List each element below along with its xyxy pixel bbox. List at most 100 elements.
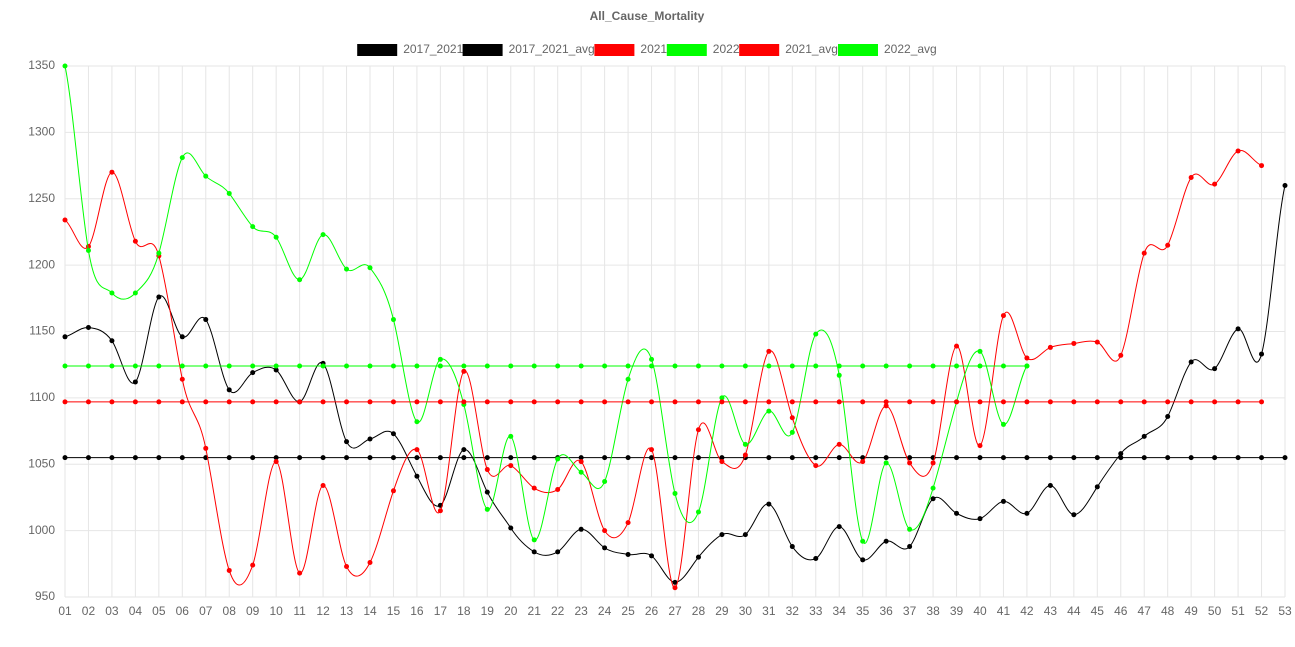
data-point xyxy=(883,455,889,461)
data-point xyxy=(907,460,913,466)
data-point xyxy=(860,459,866,465)
data-point xyxy=(461,363,467,369)
data-point xyxy=(977,443,983,449)
legend-label: 2017_2021 xyxy=(403,42,463,56)
data-point xyxy=(273,399,279,405)
data-point xyxy=(649,447,655,453)
legend-swatch xyxy=(357,44,398,56)
data-point xyxy=(85,325,91,331)
data-point xyxy=(62,334,68,340)
data-point xyxy=(297,570,303,576)
data-point xyxy=(695,427,701,433)
data-point xyxy=(461,455,467,461)
data-point xyxy=(1094,399,1100,405)
x-tick-label: 53 xyxy=(1278,604,1292,618)
data-point xyxy=(602,528,608,534)
data-point xyxy=(1212,455,1218,461)
x-tick-label: 24 xyxy=(598,604,612,618)
x-tick-label: 14 xyxy=(363,604,377,618)
data-point xyxy=(390,399,396,405)
data-point xyxy=(1235,326,1241,332)
data-point xyxy=(1259,163,1265,169)
x-tick-label: 45 xyxy=(1091,604,1105,618)
data-point xyxy=(1188,455,1194,461)
y-tick-label: 950 xyxy=(35,589,55,603)
data-point xyxy=(367,363,373,369)
data-point xyxy=(250,224,256,230)
x-tick-label: 05 xyxy=(152,604,166,618)
data-point xyxy=(742,532,748,538)
data-point xyxy=(1282,182,1288,188)
legend-label: 2021_avg xyxy=(785,42,838,56)
data-point xyxy=(789,399,795,405)
data-point xyxy=(1188,399,1194,405)
data-point xyxy=(273,367,279,373)
data-point xyxy=(531,537,537,543)
data-point xyxy=(1000,498,1006,504)
data-point xyxy=(132,363,138,369)
x-tick-label: 30 xyxy=(739,604,753,618)
data-point xyxy=(1165,399,1171,405)
data-point xyxy=(625,399,631,405)
x-tick-label: 40 xyxy=(973,604,987,618)
x-tick-label: 15 xyxy=(387,604,401,618)
data-point xyxy=(437,363,443,369)
data-point xyxy=(766,455,772,461)
data-point xyxy=(1000,313,1006,319)
x-tick-label: 38 xyxy=(926,604,940,618)
data-point xyxy=(1047,399,1053,405)
data-point xyxy=(719,459,725,465)
data-point xyxy=(1141,433,1147,439)
x-tick-label: 07 xyxy=(199,604,213,618)
data-point xyxy=(156,294,162,300)
data-point xyxy=(1118,451,1124,457)
data-point xyxy=(484,363,490,369)
data-point xyxy=(273,363,279,369)
data-point xyxy=(578,469,584,475)
data-point xyxy=(954,399,960,405)
data-point xyxy=(109,169,115,175)
data-point xyxy=(132,399,138,405)
data-point xyxy=(860,538,866,544)
data-point xyxy=(156,363,162,369)
data-point xyxy=(649,455,655,461)
data-point xyxy=(85,399,91,405)
data-point xyxy=(930,460,936,466)
x-tick-label: 12 xyxy=(316,604,330,618)
data-point xyxy=(977,363,983,369)
data-point xyxy=(883,538,889,544)
x-tick-label: 28 xyxy=(692,604,706,618)
data-point xyxy=(836,455,842,461)
data-point xyxy=(695,363,701,369)
data-point xyxy=(1000,421,1006,427)
data-point xyxy=(1000,455,1006,461)
data-point xyxy=(320,363,326,369)
data-point xyxy=(1165,413,1171,419)
data-point xyxy=(883,460,889,466)
data-point xyxy=(179,334,185,340)
data-point xyxy=(625,455,631,461)
data-point xyxy=(1071,399,1077,405)
legend-swatch xyxy=(739,44,780,56)
x-tick-label: 52 xyxy=(1255,604,1269,618)
data-point xyxy=(414,363,420,369)
y-tick-label: 1150 xyxy=(29,324,55,338)
data-point xyxy=(813,363,819,369)
data-point xyxy=(578,399,584,405)
data-point xyxy=(836,363,842,369)
x-tick-label: 44 xyxy=(1067,604,1081,618)
data-point xyxy=(1118,455,1124,461)
data-point xyxy=(531,485,537,491)
y-tick-label: 1250 xyxy=(28,191,55,205)
data-point xyxy=(156,455,162,461)
data-point xyxy=(1212,366,1218,372)
data-point xyxy=(344,399,350,405)
data-point xyxy=(977,516,983,522)
data-point xyxy=(625,520,631,526)
data-point xyxy=(461,368,467,374)
x-tick-label: 03 xyxy=(105,604,119,618)
data-point xyxy=(555,486,561,492)
x-tick-label: 13 xyxy=(340,604,354,618)
series-line xyxy=(64,149,1262,589)
